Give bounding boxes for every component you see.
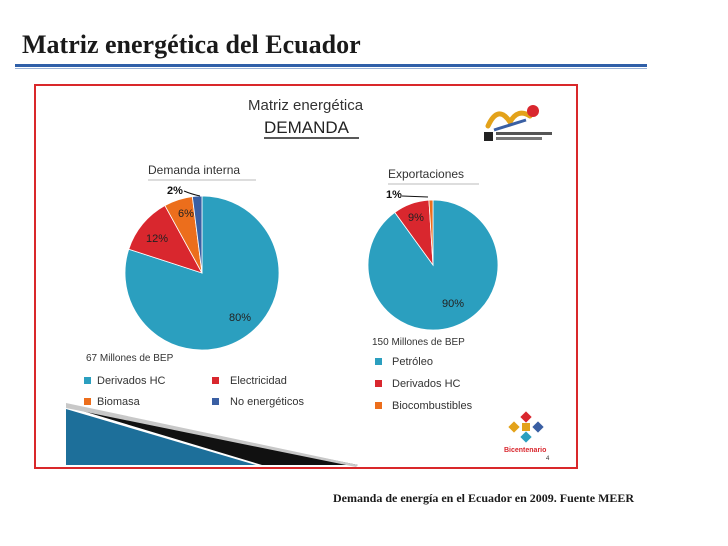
legend-swatch-electricidad	[212, 377, 219, 384]
pie1-label-electricidad: 12%	[146, 233, 168, 245]
pie2-title: Exportaciones	[388, 167, 464, 181]
slide-canvas: Matriz energética DEMANDA Demanda intern…	[66, 97, 552, 467]
pie1-total: 67 Millones de BEP	[86, 353, 174, 364]
pie2	[367, 199, 499, 331]
pie2-label-biocombustibles: 1%	[386, 189, 402, 201]
pie1-legend: Derivados HC Electricidad Biomasa No ene…	[84, 375, 304, 408]
figure-caption: Demanda de energía en el Ecuador en 2009…	[333, 491, 635, 505]
pie1-title: Demanda interna	[148, 163, 240, 177]
legend-swatch-derivados2	[375, 380, 382, 387]
legend-swatch-derivados	[84, 377, 91, 384]
page-title: Matriz energética del Ecuador	[22, 30, 361, 59]
pie1-label-derivados: 80%	[229, 312, 251, 324]
legend-petroleo: Petróleo	[392, 356, 433, 368]
legend-noenergeticos: No energéticos	[230, 396, 304, 408]
pie2-total: 150 Millones de BEP	[372, 337, 465, 348]
slide-title-line2: DEMANDA	[264, 118, 350, 137]
legend-derivados: Derivados HC	[97, 375, 166, 387]
pie1	[124, 195, 280, 351]
legend-swatch-noenergeticos	[212, 398, 219, 405]
legend-biomasa: Biomasa	[97, 396, 141, 408]
title-rule-thin	[15, 68, 647, 69]
bicentenario-logo: Bicentenario	[504, 411, 546, 454]
legend-electricidad: Electricidad	[230, 375, 287, 387]
ministry-logo	[484, 105, 552, 141]
bicentenario-label: Bicentenario	[504, 447, 546, 454]
pie1-label-noenergeticos: 2%	[167, 185, 183, 197]
pie2-label-derivados: 9%	[408, 212, 424, 224]
pie1-slice-3	[191, 195, 203, 274]
pie2-leader	[401, 195, 429, 198]
legend-swatch-biomasa	[84, 398, 91, 405]
slide-title-line1: Matriz energética	[248, 97, 364, 114]
pie1-leader	[183, 190, 201, 197]
slide-frame: Matriz energética DEMANDA Demanda intern…	[34, 84, 578, 469]
pie1-label-biomasa: 6%	[178, 208, 194, 220]
title-rule	[15, 64, 647, 67]
legend-swatch-biocombustibles	[375, 402, 382, 409]
pie2-slice-0	[367, 199, 499, 331]
pie2-legend: Petróleo Derivados HC Biocombustibles	[375, 356, 473, 412]
decorative-wedge	[66, 403, 358, 467]
legend-derivados2: Derivados HC	[392, 378, 461, 390]
legend-biocombustibles: Biocombustibles	[392, 400, 473, 412]
pie2-slice-2	[428, 199, 434, 266]
legend-swatch-petroleo	[375, 358, 382, 365]
slide-page-number: 4	[546, 456, 550, 462]
pie2-label-petroleo: 90%	[442, 298, 464, 310]
